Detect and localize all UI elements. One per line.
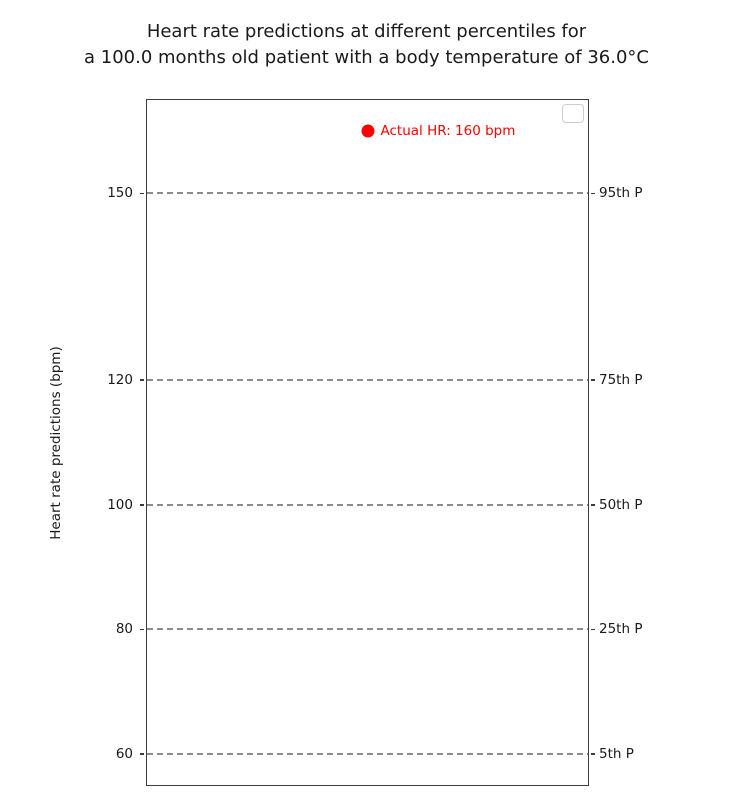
percentile-label: 95th P [599,185,643,202]
dashed-gridline [147,503,588,506]
y-tick-mark-left [140,379,144,381]
chart-title: Heart rate predictions at different perc… [84,21,649,68]
y-tick-mark-left [140,504,144,506]
y-tick-label: 60 [115,745,133,762]
y-tick-mark-left [140,753,144,755]
percentile-label: 5th P [599,745,634,762]
legend-box [562,104,584,123]
percentile-label: 50th P [599,496,643,513]
dashed-gridline [147,752,588,755]
y-tick-mark-left [140,192,144,195]
actual-hr-label: Actual HR: 160 bpm [380,123,516,140]
y-tick-mark-right [591,379,595,381]
dashed-gridline [147,192,588,195]
plot-area: Actual HR: 160 bpm 150 95th P 120 75th P 100… [107,99,642,786]
dashed-gridline [147,379,588,382]
y-tick-mark-right [591,628,595,631]
actual-hr-marker-icon [361,124,374,138]
y-tick-label: 120 [107,372,133,389]
percentile-label: 25th P [599,621,643,638]
y-tick-label: 100 [107,496,133,513]
y-tick-mark-left [140,628,144,631]
y-tick-mark-right [591,192,595,195]
y-tick-mark-right [591,504,595,506]
percentile-label: 75th P [599,372,643,389]
y-tick-label: 150 [107,185,133,202]
y-axis-label: Heart rate predictions (bpm) [48,346,64,540]
dashed-gridline [147,628,588,631]
y-tick-label: 80 [115,621,133,638]
y-tick-mark-right [591,753,595,755]
